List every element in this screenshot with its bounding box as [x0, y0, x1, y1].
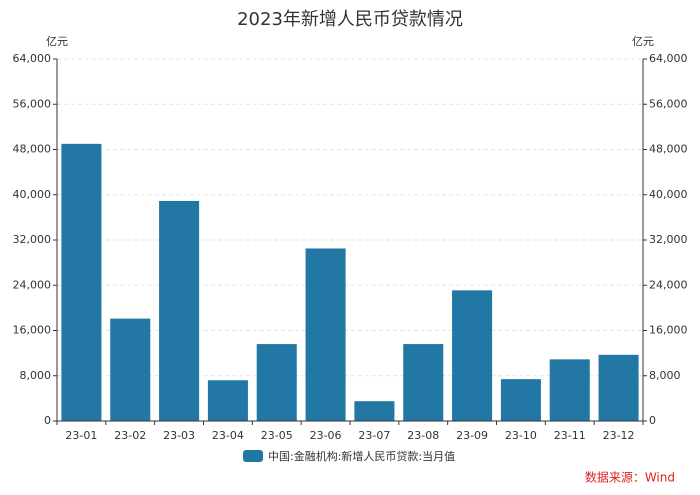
y-unit-right: 亿元 — [632, 35, 654, 48]
x-tick-label: 23-08 — [407, 429, 439, 442]
x-tick-label: 23-03 — [163, 429, 195, 442]
y-tick-label-right: 48,000 — [649, 143, 688, 156]
y-tick-label-right: 16,000 — [649, 324, 688, 337]
y-tick-label: 40,000 — [13, 188, 52, 201]
y-tick-label: 0 — [44, 414, 51, 427]
y-tick-label: 24,000 — [13, 278, 52, 291]
bar — [159, 200, 200, 421]
x-tick-label: 23-02 — [114, 429, 146, 442]
bar — [305, 248, 346, 421]
x-tick-label: 23-06 — [310, 429, 342, 442]
y-tick-label-right: 8,000 — [649, 369, 681, 382]
bar — [256, 344, 297, 421]
y-tick-label-right: 32,000 — [649, 233, 688, 246]
y-tick-label-right: 24,000 — [649, 278, 688, 291]
y-tick-label: 56,000 — [13, 97, 52, 110]
y-tick-label: 48,000 — [13, 143, 52, 156]
legend-label: 中国:金融机构:新增人民币贷款:当月值 — [268, 449, 455, 463]
y-tick-label-right: 40,000 — [649, 188, 688, 201]
chart-title: 2023年新增人民币贷款情况 — [237, 9, 463, 30]
x-tick-label: 23-04 — [212, 429, 244, 442]
y-unit: 亿元 — [46, 35, 68, 48]
x-tick-label: 23-01 — [65, 429, 97, 442]
x-tick-label: 23-12 — [603, 429, 635, 442]
y-tick-label-right: 0 — [649, 414, 656, 427]
x-tick-label: 23-10 — [505, 429, 537, 442]
bar — [403, 344, 444, 421]
bar — [207, 380, 248, 421]
bar — [354, 401, 395, 421]
x-tick-label: 23-05 — [261, 429, 293, 442]
bar — [61, 143, 102, 421]
legend-swatch — [243, 450, 263, 462]
y-tick-label: 32,000 — [13, 233, 52, 246]
bar — [598, 354, 639, 421]
source-note: 数据来源：Wind — [585, 470, 675, 485]
bar — [500, 379, 541, 421]
x-tick-label: 23-07 — [358, 429, 390, 442]
bar — [110, 318, 151, 421]
y-tick-label: 16,000 — [13, 324, 52, 337]
y-tick-label-right: 64,000 — [649, 52, 688, 65]
y-tick-label-right: 56,000 — [649, 97, 688, 110]
y-tick-label: 8,000 — [20, 369, 52, 382]
x-tick-label: 23-11 — [554, 429, 586, 442]
y-tick-label: 64,000 — [13, 52, 52, 65]
bar — [549, 359, 590, 421]
x-tick-label: 23-09 — [456, 429, 488, 442]
bar — [452, 290, 493, 421]
